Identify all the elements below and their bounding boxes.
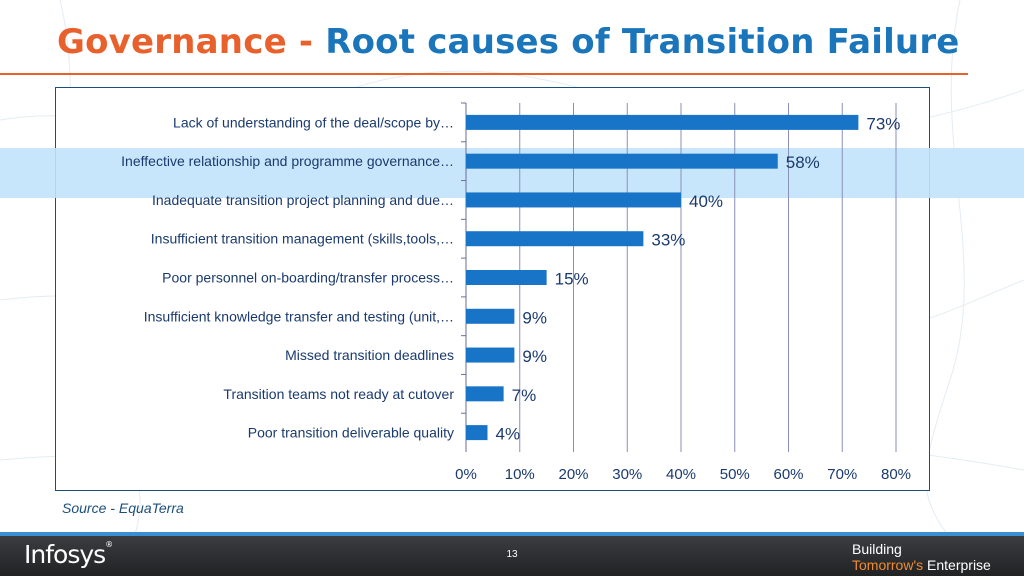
data-label-8: 4% bbox=[496, 425, 521, 444]
x-tick-label-2: 20% bbox=[558, 466, 588, 483]
source-value: EquaTerra bbox=[118, 500, 184, 516]
bar-7 bbox=[466, 386, 504, 402]
footer-accent-band bbox=[0, 532, 1024, 536]
category-label-8: Poor transition deliverable quality bbox=[248, 425, 454, 441]
title-subject: Root causes of Transition Failure bbox=[325, 22, 960, 62]
category-label-4: Poor personnel on-boarding/transfer proc… bbox=[162, 270, 454, 286]
bar-2 bbox=[466, 192, 681, 208]
bar-4 bbox=[466, 270, 547, 285]
category-label-2: Inadequate transition project planning a… bbox=[152, 192, 454, 208]
source-label: Source - bbox=[62, 500, 115, 516]
tagline-rest: Enterprise bbox=[927, 557, 991, 573]
data-label-2: 40% bbox=[689, 192, 723, 211]
category-label-7: Transition teams not ready at cutover bbox=[223, 386, 454, 402]
tagline-accent: Tomorrow's bbox=[852, 557, 924, 573]
x-tick-label-1: 10% bbox=[505, 466, 535, 483]
category-label-3: Insufficient transition management (skil… bbox=[151, 231, 454, 247]
registered-mark: ® bbox=[105, 540, 113, 549]
x-tick-label-4: 40% bbox=[666, 466, 696, 483]
footer-bar bbox=[0, 536, 1024, 576]
title-governance: Governance bbox=[57, 22, 287, 62]
title-underline bbox=[0, 73, 968, 75]
category-label-6: Missed transition deadlines bbox=[285, 347, 454, 363]
data-label-6: 9% bbox=[522, 347, 547, 366]
category-label-1: Ineffective relationship and programme g… bbox=[121, 153, 454, 169]
x-tick-label-5: 50% bbox=[720, 466, 750, 483]
data-label-5: 9% bbox=[522, 308, 547, 327]
bar-6 bbox=[466, 347, 515, 363]
bar-0 bbox=[466, 114, 859, 130]
bar-3 bbox=[466, 231, 644, 247]
x-tick-label-7: 70% bbox=[827, 466, 857, 483]
slide-title: Governance - Root causes of Transition F… bbox=[57, 22, 960, 62]
data-label-7: 7% bbox=[512, 386, 537, 405]
title-separator: - bbox=[286, 22, 326, 62]
source-note: Source - EquaTerra bbox=[62, 500, 184, 516]
x-tick-label-3: 30% bbox=[612, 466, 642, 483]
page-number: 13 bbox=[506, 549, 518, 560]
x-tick-label-8: 80% bbox=[881, 466, 911, 483]
bar-5 bbox=[466, 308, 515, 324]
category-label-5: Insufficient knowledge transfer and test… bbox=[144, 308, 454, 324]
data-label-3: 33% bbox=[651, 231, 685, 250]
data-label-1: 58% bbox=[786, 153, 820, 172]
tagline: Building Tomorrow's Enterprise bbox=[852, 541, 991, 573]
category-label-0: Lack of understanding of the deal/scope … bbox=[173, 114, 454, 130]
tagline-line2: Tomorrow's Enterprise bbox=[852, 557, 991, 573]
bar-1 bbox=[466, 153, 778, 169]
logo-text: Infosys bbox=[24, 540, 106, 569]
data-label-4: 15% bbox=[555, 270, 589, 289]
tagline-line1: Building bbox=[852, 541, 902, 557]
bar-8 bbox=[466, 425, 488, 441]
x-tick-label-0: 0% bbox=[455, 466, 477, 483]
data-label-0: 73% bbox=[866, 114, 900, 133]
x-tick-label-6: 60% bbox=[773, 466, 803, 483]
infosys-logo: Infosys® bbox=[24, 540, 113, 569]
